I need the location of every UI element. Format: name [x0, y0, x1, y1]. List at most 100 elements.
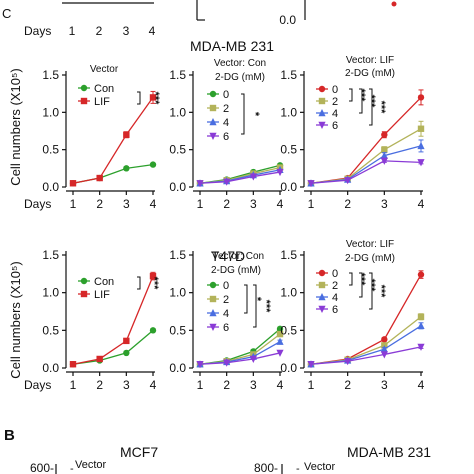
data-point-6 [344, 358, 352, 366]
significance-stars: *** [148, 277, 160, 291]
significance-stars: * [249, 112, 261, 117]
significance-bracket [137, 276, 141, 290]
x-tick-label: 4 [418, 378, 425, 392]
legend-title: 2-DG (mM) [345, 68, 395, 79]
panel-b-strip: B MCF7 MDA-MB 231 600- Vector - 800- Vec… [4, 427, 431, 474]
significance-stars: *** [149, 92, 161, 106]
legend-label-6: 6 [223, 322, 229, 334]
data-point-6 [417, 159, 425, 167]
y-tick-label: 0.0 [169, 180, 186, 194]
x-tick-label: 3 [381, 197, 388, 211]
legend-label-2: 2 [223, 103, 229, 115]
data-point-0 [381, 336, 388, 343]
legend-label-4: 4 [223, 308, 229, 320]
x-tick-label: 1 [197, 197, 204, 211]
significance-bracket [241, 93, 245, 135]
data-point-con [149, 161, 157, 168]
series-line-6 [310, 160, 422, 184]
series-line-6 [310, 346, 422, 365]
legend-marker [318, 121, 326, 129]
significance-stars: *** [375, 285, 387, 299]
y-tick-label: 0.0 [42, 180, 59, 194]
x-tick-label: 4 [150, 378, 157, 392]
top-days-label: Days [24, 24, 51, 38]
data-point-6 [380, 157, 388, 165]
legend-label-con: Con [94, 276, 114, 288]
top-tick-4: 4 [149, 24, 156, 38]
legend-marker [209, 132, 217, 140]
panel-header: Vector: LIF [346, 55, 394, 66]
data-point-6 [223, 359, 231, 367]
legend-marker [80, 84, 88, 92]
series-line-6 [199, 352, 281, 365]
top-tick-3: 3 [123, 24, 130, 38]
top-cropped-strip: C Days 1 2 3 4 0.0 [2, 0, 397, 38]
x-tick-label: 4 [150, 197, 157, 211]
panel-b-right-vector: Vector [304, 461, 336, 473]
legend-label-6: 6 [332, 120, 338, 132]
y-tick-label: 1.0 [42, 105, 59, 119]
legend-marker [318, 85, 326, 93]
legend-title: 2-DG (mM) [215, 72, 265, 83]
panel-b-label: B [4, 427, 15, 444]
top-right-y0: 0.0 [279, 13, 296, 27]
y-tick-label: 0.5 [42, 323, 59, 337]
legend-label-2: 2 [332, 280, 338, 292]
top-c-fragment: C [2, 6, 11, 21]
data-point-4 [380, 345, 388, 353]
legend-marker [318, 305, 326, 313]
y-tick-label: 0.0 [280, 180, 297, 194]
significance-bracket [137, 91, 141, 105]
row1-ylabel: Cell numbers (X10⁵) [8, 68, 23, 185]
data-point-6 [307, 361, 315, 369]
data-point-2 [381, 146, 388, 153]
y-tick-label: 1.0 [169, 286, 186, 300]
series-line-6 [199, 171, 281, 184]
x-axis-prefix-days: Days [24, 378, 51, 392]
legend-marker [80, 97, 88, 105]
panel-header: Vector: LIF [346, 239, 394, 250]
panel-header: Vector: Con [214, 58, 266, 69]
x-tick-label: 3 [250, 197, 257, 211]
legend-marker [318, 97, 326, 105]
panel-b-left-vector: Vector [75, 459, 107, 471]
data-point-con [123, 349, 130, 357]
y-tick-label: 0.5 [280, 323, 297, 337]
data-point-6 [249, 173, 257, 181]
chart-t47d-2dg-con: 0.0 0.5 1.0 1.5 1 2 3 4 Vector: Con 2-DG (mM) 0 2 4 6… [169, 248, 283, 392]
legend-label-0: 0 [332, 268, 338, 280]
data-point-0 [276, 325, 284, 333]
legend-marker [209, 118, 217, 126]
legend-label-4: 4 [223, 117, 229, 129]
legend-label-4: 4 [332, 292, 338, 304]
legend-marker [318, 269, 326, 277]
data-point-0 [381, 131, 388, 138]
t47d-row-title: T47D [211, 248, 245, 264]
top-right-red-point [391, 1, 397, 7]
data-point-0 [417, 271, 425, 278]
y-tick-label: 1.5 [280, 68, 297, 82]
significance-bracket [359, 88, 363, 114]
y-tick-label: 1.5 [169, 248, 186, 262]
x-tick-label: 2 [223, 197, 230, 211]
x-tick-label: 2 [96, 197, 103, 211]
data-point-6 [276, 349, 284, 357]
significance-bracket [244, 284, 248, 314]
y-tick-label: 1.0 [280, 286, 297, 300]
legend-label-4: 4 [332, 108, 338, 120]
y-tick-label: 1.0 [42, 286, 59, 300]
x-tick-label: 1 [70, 197, 77, 211]
data-point-lif [123, 337, 130, 345]
y-tick-label: 1.0 [280, 105, 297, 119]
legend-label-0: 0 [223, 89, 229, 101]
data-point-4 [417, 321, 425, 330]
significance-stars: *** [365, 95, 377, 109]
y-tick-label: 0.5 [280, 143, 297, 157]
data-point-con [123, 165, 130, 172]
y-tick-label: 0.5 [42, 143, 59, 157]
series-line-lif [72, 275, 154, 365]
series-line-2 [310, 316, 422, 365]
